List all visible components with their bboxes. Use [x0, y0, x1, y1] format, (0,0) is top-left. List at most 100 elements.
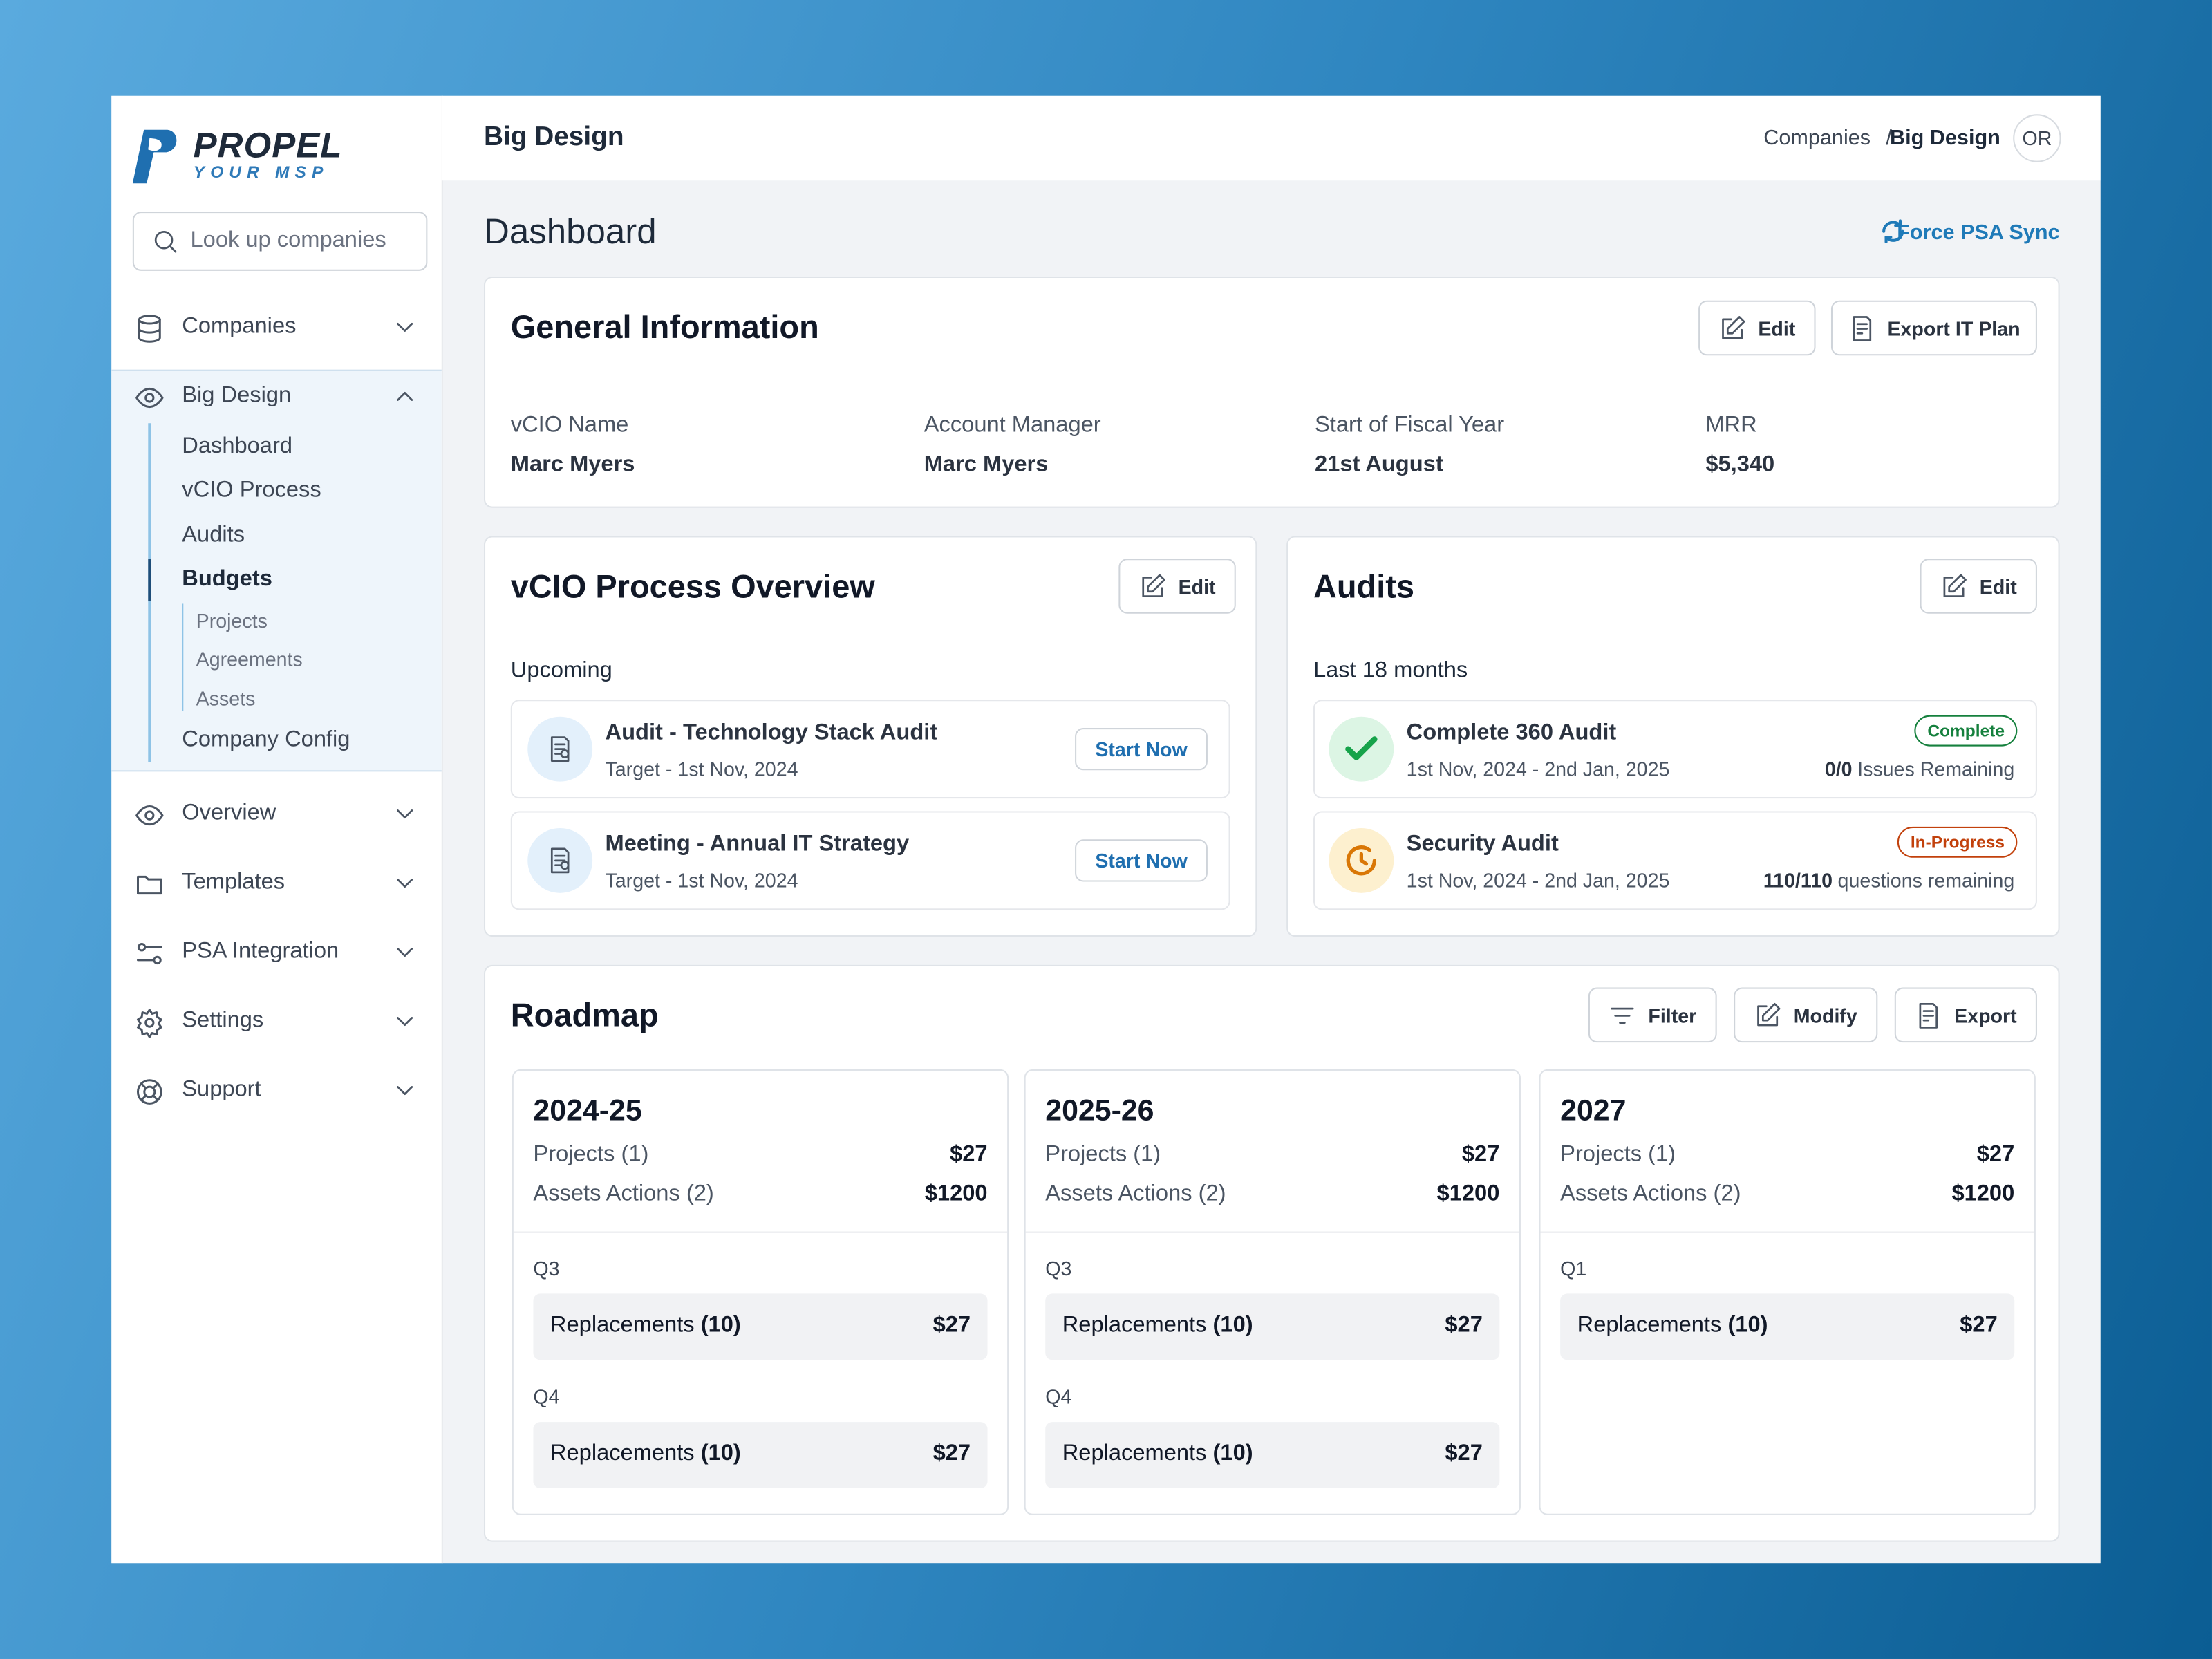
status-icon	[1342, 729, 1381, 769]
count-text: Issues Remaining	[1857, 757, 2015, 780]
button-icon	[1138, 572, 1167, 601]
quarter-label: Q1	[1560, 1257, 1587, 1280]
button-icon	[1915, 1001, 1943, 1029]
item-label: Replacements (10)	[1062, 1442, 1253, 1468]
button[interactable]: Export IT Plan	[1830, 300, 2037, 356]
search-placeholder: Look up companies	[190, 228, 386, 253]
button[interactable]: Edit	[1118, 559, 1236, 614]
chevron	[391, 313, 419, 341]
top-bar	[441, 95, 2101, 181]
button[interactable]: Start Now	[1075, 839, 1208, 882]
button[interactable]: Filter	[1588, 987, 1717, 1043]
summary-label: Projects (1)	[1560, 1143, 1676, 1167]
button[interactable]: Export	[1894, 987, 2037, 1043]
item-name: Replacements	[1577, 1313, 1722, 1338]
status-badge: In-Progress	[1897, 826, 2018, 858]
divider	[1540, 1231, 2034, 1233]
summary-label: Assets Actions (2)	[533, 1182, 714, 1206]
field-label: Account Manager	[924, 413, 1101, 438]
audit-dates: 1st Nov, 2024 - 2nd Jan, 2025	[1406, 869, 1670, 892]
nav-subitem: Dashboard	[182, 434, 293, 459]
button-label: Filter	[1648, 1004, 1697, 1027]
button[interactable]: Edit	[1698, 300, 1816, 356]
chevron	[391, 869, 419, 897]
summary-amount: $1200	[1951, 1182, 2015, 1206]
nav-subsubitem: Projects	[196, 609, 268, 632]
item-count: (10)	[700, 1313, 741, 1338]
button-label: Edit	[1979, 574, 2017, 598]
button[interactable]: Start Now	[1075, 728, 1208, 771]
button[interactable]: Modify	[1734, 987, 1878, 1043]
nav-icon	[134, 938, 165, 969]
button-label: Export	[1954, 1004, 2017, 1027]
nav-subitem: vCIO Process	[182, 478, 321, 503]
roadmap-item	[1045, 1422, 1500, 1489]
roadmap-column	[1539, 1069, 2036, 1515]
button-icon	[1940, 572, 1969, 601]
button-label: Modify	[1793, 1004, 1857, 1027]
nav-item: Support	[182, 1078, 261, 1102]
company-section	[111, 369, 442, 772]
nav-icon	[134, 800, 165, 831]
button-icon	[1609, 1001, 1637, 1029]
field-label: MRR	[1705, 413, 1757, 438]
nav-icon	[134, 382, 165, 413]
audit-title: Security Audit	[1406, 832, 1559, 856]
quarter-label: Q4	[1045, 1385, 1072, 1408]
quarter-label: Q3	[1045, 1257, 1072, 1280]
header-title: Big Design	[483, 122, 624, 153]
chevron	[391, 382, 419, 411]
summary-amount: $27	[1461, 1143, 1500, 1167]
item-icon	[546, 735, 574, 763]
audit-dates: 1st Nov, 2024 - 2nd Jan, 2025	[1406, 757, 1670, 780]
button[interactable]: Edit	[1920, 559, 2037, 614]
item-icon	[546, 846, 574, 874]
count: 0/0	[1824, 757, 1853, 780]
button-icon	[1718, 314, 1747, 342]
nav-item: Settings	[182, 1009, 264, 1033]
summary-amount: $27	[950, 1143, 988, 1167]
field-value: Marc Myers	[924, 453, 1049, 477]
item-amount: $27	[932, 1441, 971, 1466]
card-title: vCIO Process Overview	[510, 568, 875, 605]
item-title: Audit - Technology Stack Audit	[605, 720, 938, 745]
item-name: Replacements	[550, 1441, 695, 1466]
field-value: Marc Myers	[510, 453, 635, 477]
chevron	[391, 938, 419, 966]
brand-name: PROPEL	[193, 126, 343, 166]
force-sync-link[interactable]: Force PSA Sync	[1897, 221, 2060, 245]
summary-amount: $1200	[924, 1182, 988, 1206]
field-value: 21st August	[1315, 453, 1443, 477]
item-target: Target - 1st Nov, 2024	[605, 869, 798, 892]
button-label: Export IT Plan	[1887, 317, 2021, 339]
year-title: 2024-25	[533, 1094, 642, 1127]
quarter-label: Q3	[533, 1257, 560, 1280]
nav-item: Templates	[182, 870, 285, 894]
sidebar	[111, 95, 443, 1564]
breadcrumb-current: Big Design	[1889, 126, 2000, 151]
audit-item	[1313, 811, 2037, 910]
subtree-line	[182, 603, 184, 711]
audit-title: Complete 360 Audit	[1406, 720, 1617, 745]
item-label: Replacements (10)	[1577, 1313, 1768, 1339]
year-title: 2027	[1560, 1094, 1627, 1127]
card-title: Roadmap	[510, 996, 659, 1033]
divider	[513, 1231, 1008, 1233]
summary-amount: $1200	[1436, 1182, 1500, 1206]
avatar[interactable]: OR	[2013, 114, 2061, 162]
item-label: Replacements (10)	[1062, 1313, 1253, 1339]
nav-icon	[134, 1076, 165, 1107]
button-label: Edit	[1758, 317, 1796, 339]
item-label: Replacements (10)	[550, 1442, 741, 1468]
count: 110/110	[1763, 869, 1833, 892]
year-title: 2025-26	[1045, 1094, 1154, 1127]
card-title: General Information	[510, 308, 819, 345]
chevron	[391, 1007, 419, 1035]
process-item	[510, 811, 1230, 910]
item-count: (10)	[700, 1441, 741, 1466]
search-box[interactable]	[132, 212, 428, 271]
field-label: Start of Fiscal Year	[1315, 413, 1505, 438]
nav-icon	[134, 313, 165, 344]
item-amount: $27	[1445, 1441, 1483, 1466]
quarter-label: Q4	[533, 1385, 560, 1408]
